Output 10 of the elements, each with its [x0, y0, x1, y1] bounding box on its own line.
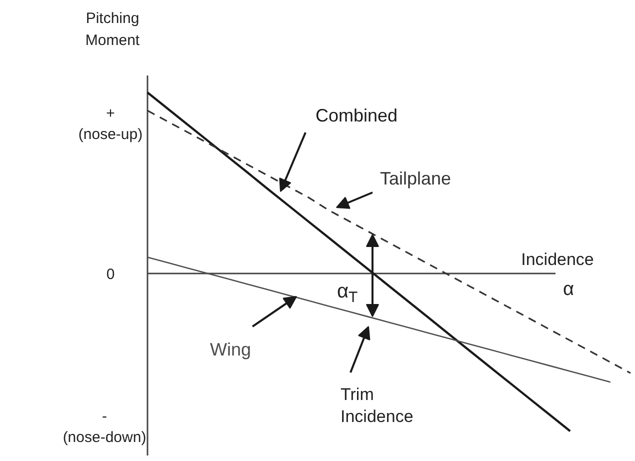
annotation: α [563, 279, 574, 300]
annotation: + (nose-up) [78, 105, 143, 143]
annotation: - (nose-down) [62, 408, 146, 446]
x-axis-title: Incidence [521, 250, 594, 269]
text: 0 [106, 266, 115, 283]
y-axis-title: Pitching Moment [85, 10, 140, 49]
annotation: Trim Incidence [340, 385, 414, 426]
text: Wing [210, 340, 252, 360]
text: Tailplane [380, 168, 452, 188]
text: Combined [315, 106, 398, 126]
